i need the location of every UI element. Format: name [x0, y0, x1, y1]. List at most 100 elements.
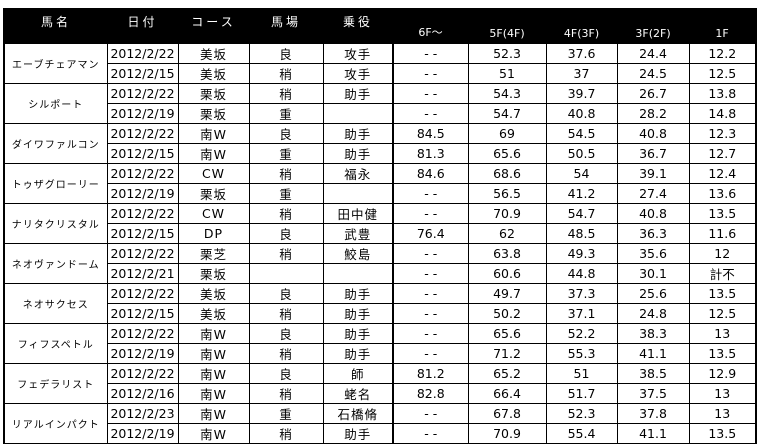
time-4f-cell: 52.2 — [545, 322, 618, 344]
horse-name-cell: エーブチェアマン — [3, 42, 108, 84]
horse-name-cell: ネオヴァンドーム — [3, 242, 108, 284]
col-header-1f: 1F — [689, 9, 756, 43]
time-6f-cell: - - — [392, 282, 469, 304]
time-4f-cell: 54.7 — [545, 202, 618, 224]
time-5f-cell: 70.9 — [467, 202, 547, 224]
rider-cell: 助手 — [322, 82, 394, 104]
date-cell: 2012/2/22 — [106, 42, 179, 64]
time-1f-cell: 12.9 — [688, 362, 757, 384]
time-3f-cell: 41.1 — [616, 342, 690, 364]
time-5f-cell: 70.9 — [467, 422, 547, 444]
date-cell: 2012/2/15 — [106, 302, 179, 324]
time-1f-cell: 12.7 — [688, 142, 757, 164]
rider-cell: 石橋脩 — [322, 402, 394, 424]
time-3f-cell: 41.1 — [616, 422, 690, 444]
time-4f-cell: 48.5 — [545, 222, 618, 244]
time-4f-cell: 52.3 — [545, 402, 618, 424]
time-4f-cell: 54 — [545, 162, 618, 184]
time-4f-cell: 49.3 — [545, 242, 618, 264]
table-row: ダイワファルコン 2012/2/22 南W 良助手 84.5 69 54.5 40.8 12.3 — [3, 122, 757, 164]
time-3f-cell: 35.6 — [616, 242, 690, 264]
time-1f-cell: 13.5 — [688, 282, 757, 304]
date-cell: 2012/2/21 — [106, 262, 179, 284]
date-cell: 2012/2/19 — [106, 342, 179, 364]
col-header-3f: 3F(2F) — [617, 9, 689, 43]
time-3f-cell: 38.3 — [616, 322, 690, 344]
date-cell: 2012/2/15 — [106, 142, 179, 164]
time-5f-cell: 65.6 — [467, 142, 547, 164]
going-cell: 良 — [248, 282, 324, 304]
time-4f-cell: 51.7 — [545, 382, 618, 404]
going-cell: 良 — [248, 362, 324, 384]
course-cell: 栗坂 — [177, 182, 250, 204]
going-cell: 良 — [248, 322, 324, 344]
table-row: 2012/2/15 美坂稍助手 - -50.2 37.1 24.8 12.5 — [4, 302, 757, 324]
time-4f-cell: 37 — [545, 62, 618, 84]
time-1f-cell: 13.8 — [688, 82, 757, 104]
time-3f-cell: 28.2 — [616, 102, 690, 124]
col-header-rider: 乗役 — [323, 9, 393, 43]
time-5f-cell: 50.2 — [467, 302, 547, 324]
time-3f-cell: 26.7 — [616, 82, 690, 104]
going-cell — [248, 262, 324, 284]
time-5f-cell: 71.2 — [467, 342, 547, 364]
time-3f-cell: 24.8 — [616, 302, 690, 324]
time-3f-cell: 38.5 — [616, 362, 690, 384]
horse-name-cell: ナリタクリスタル — [3, 202, 108, 244]
time-3f-cell: 39.1 — [616, 162, 690, 184]
table-row: 2012/2/15 DP 良武豊 76.4 62 48.5 36.3 11.6 — [4, 222, 757, 244]
rider-cell: 攻手 — [322, 62, 394, 84]
going-cell: 重 — [248, 102, 324, 124]
course-cell: 南W — [177, 422, 250, 444]
time-5f-cell: 52.3 — [467, 42, 547, 64]
table-row: ネオヴァンドーム 2012/2/22 栗芝稍鮫島 - -63.8 49.3 35.6 12 — [3, 242, 757, 284]
time-6f-cell: 76.4 — [392, 222, 469, 244]
rider-cell — [322, 182, 394, 204]
rider-cell: 田中健 — [322, 202, 394, 224]
table-row: フェデラリスト 2012/2/22 南W 良師 81.2 65.2 51 38.5 12.9 — [3, 362, 757, 404]
going-cell: 重 — [248, 402, 324, 424]
date-cell: 2012/2/22 — [106, 322, 179, 344]
time-4f-cell: 55.3 — [545, 342, 618, 364]
time-1f-cell: 14.8 — [688, 102, 757, 124]
horse-name-cell: ネオサクセス — [3, 282, 108, 324]
time-4f-cell: 37.1 — [545, 302, 618, 324]
course-cell: 南W — [177, 362, 250, 384]
rider-cell: 助手 — [322, 282, 394, 304]
table-row: 2012/2/15 美坂稍攻手 - -51 37 24.5 12.5 — [4, 62, 757, 84]
horse-name-cell: トゥザグローリー — [3, 162, 108, 204]
going-cell: 稍 — [248, 62, 324, 84]
time-4f-cell: 37.6 — [545, 42, 618, 64]
horse-name-cell: フィフスペトル — [3, 322, 108, 364]
time-6f-cell: - - — [392, 322, 469, 344]
going-cell: 良 — [248, 222, 324, 244]
time-6f-cell: - - — [392, 202, 469, 224]
table-row: 2012/2/15 南W 重助手 81.3 65.6 50.5 36.7 12.7 — [4, 142, 757, 164]
time-6f-cell: - - — [392, 302, 469, 324]
rider-cell: 武豊 — [322, 222, 394, 244]
training-times-table: 馬名 日付 コース 馬場 乗役 6F～ 5F(4F) 4F(3F) 3F(2F)… — [3, 8, 757, 444]
rider-cell: 助手 — [322, 322, 394, 344]
time-3f-cell: 36.7 — [616, 142, 690, 164]
time-1f-cell: 11.6 — [688, 222, 757, 244]
table-row: シルポート 2012/2/22 栗坂稍助手 - -54.3 39.7 26.7 13.8 — [3, 82, 757, 124]
date-cell: 2012/2/23 — [106, 402, 179, 424]
time-5f-cell: 49.7 — [467, 282, 547, 304]
date-cell: 2012/2/19 — [106, 182, 179, 204]
time-1f-cell: 13 — [688, 402, 757, 424]
table-row: 2012/2/19 栗坂重 - -54.7 40.8 28.2 14.8 — [4, 102, 757, 124]
time-1f-cell: 12.2 — [688, 42, 757, 64]
time-6f-cell: - - — [392, 422, 469, 444]
course-cell: 南W — [177, 122, 250, 144]
time-6f-cell: - - — [392, 82, 469, 104]
course-cell: 栗坂 — [177, 262, 250, 284]
table-row: フィフスペトル 2012/2/22 南W 良助手 - -65.6 52.2 38.3 13 — [3, 322, 757, 364]
time-5f-cell: 66.4 — [467, 382, 547, 404]
rider-cell: 助手 — [322, 422, 394, 444]
time-3f-cell: 37.8 — [616, 402, 690, 424]
time-5f-cell: 54.3 — [467, 82, 547, 104]
time-6f-cell: - - — [392, 182, 469, 204]
date-cell: 2012/2/22 — [106, 362, 179, 384]
table-row: 2012/2/19 栗坂重 - -56.5 41.2 27.4 13.6 — [4, 182, 757, 204]
col-header-date: 日付 — [107, 9, 178, 43]
